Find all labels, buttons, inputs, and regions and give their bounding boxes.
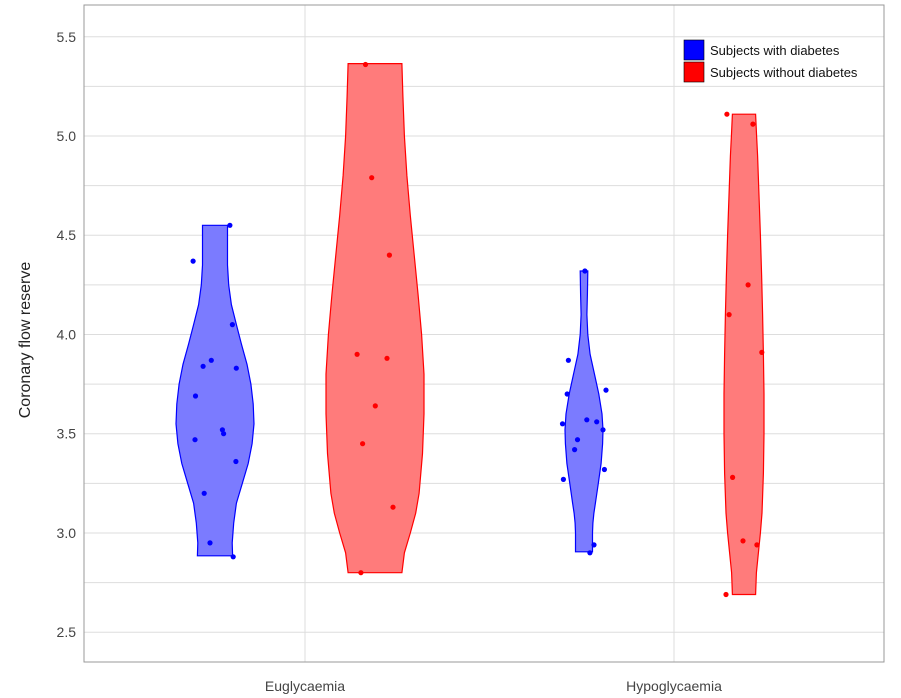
data-point (192, 437, 198, 443)
y-tick-label: 4.0 (57, 326, 77, 342)
data-point (584, 417, 590, 423)
data-point (724, 111, 730, 117)
data-point (759, 349, 765, 355)
data-point (372, 403, 378, 409)
data-point (362, 61, 369, 68)
violin-no-diabetes-euglycaemia (325, 63, 425, 574)
legend-label: Subjects without diabetes (710, 65, 858, 80)
data-points (190, 61, 765, 598)
y-tick-label: 5.5 (57, 29, 77, 45)
data-point (221, 431, 227, 437)
y-tick-label: 5.0 (57, 128, 77, 144)
y-tick-label: 3.0 (57, 525, 77, 541)
data-point (750, 121, 756, 127)
data-point (233, 365, 239, 371)
data-point (384, 355, 390, 361)
data-point (354, 351, 360, 357)
data-point (560, 476, 567, 482)
data-point (582, 268, 588, 274)
data-point (369, 175, 375, 181)
data-point (574, 437, 581, 443)
violins (175, 63, 765, 596)
data-point (219, 427, 225, 433)
y-tick-label: 4.5 (57, 227, 77, 243)
data-point (754, 542, 760, 548)
violin-no-diabetes-hypoglycaemia (723, 113, 765, 596)
x-axis-ticks: Euglycaemia Hypoglycaemia (265, 678, 722, 694)
data-point (208, 357, 214, 363)
legend-swatch (683, 39, 705, 61)
data-point (564, 391, 570, 397)
data-point (190, 258, 196, 264)
data-point (207, 540, 213, 546)
data-point (360, 441, 366, 447)
data-point (559, 421, 566, 427)
data-point (601, 466, 608, 473)
legend-label: Subjects with diabetes (710, 43, 840, 58)
data-point (572, 447, 578, 453)
legend-item-diabetes[interactable]: Subjects with diabetes (683, 39, 840, 61)
plot-area-border (83, 4, 885, 663)
y-axis-ticks: 2.5 3.0 3.5 4.0 4.5 5.0 5.5 (57, 29, 77, 640)
data-point (565, 357, 572, 363)
data-point (358, 570, 364, 576)
data-point (227, 222, 233, 228)
data-point (200, 363, 206, 369)
legend-swatch (683, 61, 705, 83)
x-tick-label: Euglycaemia (265, 678, 345, 694)
y-tick-label: 2.5 (57, 624, 77, 640)
data-point (390, 504, 396, 510)
data-point (723, 591, 729, 598)
data-point (726, 312, 732, 318)
violin-diabetes-euglycaemia (175, 224, 255, 557)
data-point (594, 419, 600, 425)
data-point (230, 554, 236, 560)
legend[interactable]: Subjects with diabetes Subjects without d… (683, 39, 858, 83)
data-point (591, 542, 597, 548)
data-point (386, 252, 392, 258)
data-point (603, 387, 609, 393)
data-point (600, 427, 606, 433)
x-tick-label: Hypoglycaemia (626, 678, 722, 694)
data-point (740, 538, 746, 544)
y-tick-label: 3.5 (57, 426, 77, 442)
data-point (201, 490, 207, 496)
violin-diabetes-hypoglycaemia (564, 270, 604, 553)
legend-item-no-diabetes[interactable]: Subjects without diabetes (683, 61, 858, 83)
data-point (730, 474, 736, 480)
y-axis-title: Coronary flow reserve (17, 262, 34, 419)
data-point (745, 282, 751, 288)
data-point (229, 322, 235, 328)
data-point (587, 550, 593, 556)
data-point (233, 458, 239, 465)
data-point (192, 393, 199, 399)
